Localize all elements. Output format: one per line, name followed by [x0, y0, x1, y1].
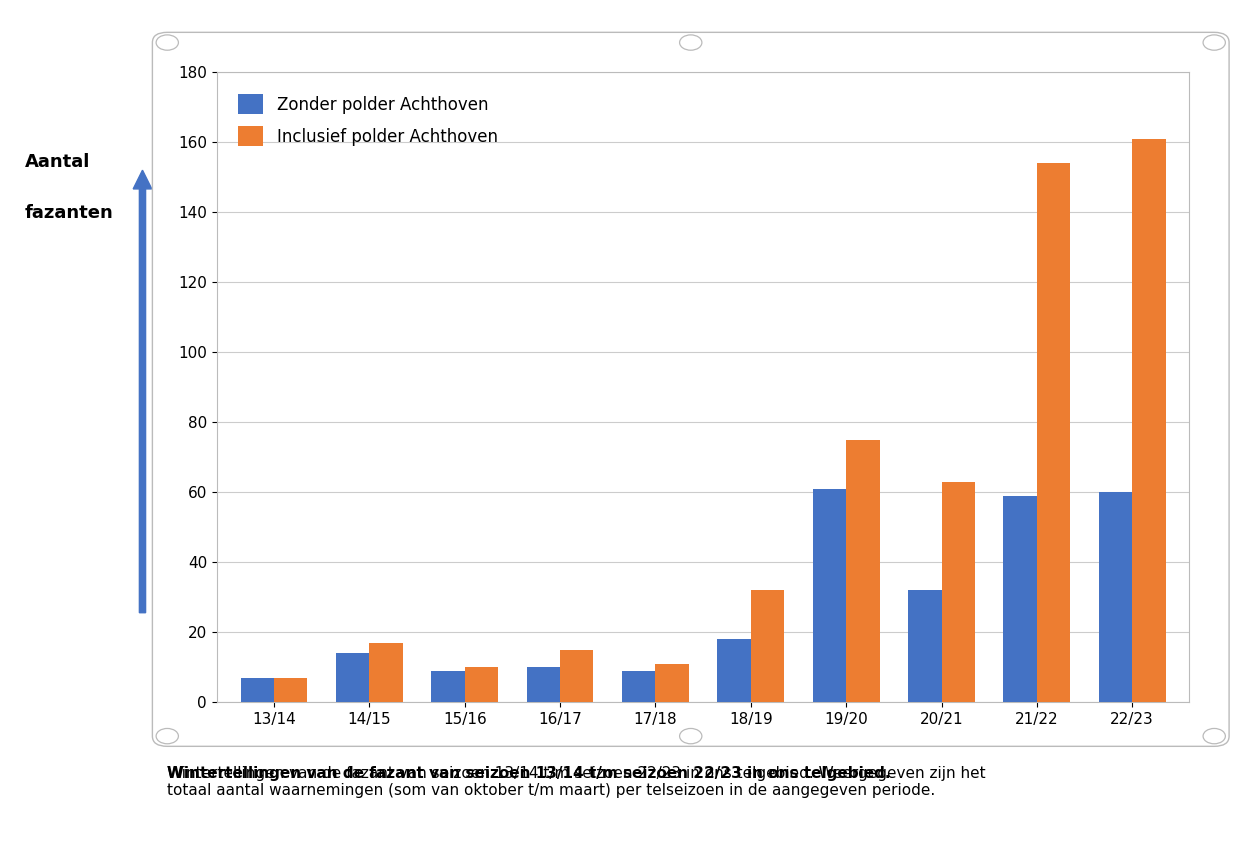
Bar — [751, 590, 784, 702]
Bar — [274, 677, 307, 702]
Bar — [1004, 495, 1037, 702]
Bar — [655, 664, 689, 702]
Legend: Zonder polder Achthoven, Inclusief polder Achthoven: Zonder polder Achthoven, Inclusief polde… — [225, 81, 512, 160]
Bar — [240, 677, 274, 702]
Bar — [846, 440, 880, 702]
Bar — [622, 671, 655, 702]
Bar — [1132, 139, 1166, 702]
Text: fazanten: fazanten — [25, 204, 114, 222]
Text: Wintertellingen van de fazant van seizoen 13/14 t/m seizoen 22/23 in ons telgebi: Wintertellingen van de fazant van seizoe… — [167, 766, 891, 781]
Bar — [336, 653, 369, 702]
Text: Wintertellingen van de fazant van seizoen 13/14 t/m seizoen 22/23 in ons telgebi: Wintertellingen van de fazant van seizoe… — [167, 766, 986, 798]
Bar — [1037, 163, 1070, 702]
Bar — [527, 667, 560, 702]
Bar — [908, 590, 942, 702]
Bar — [717, 639, 751, 702]
Bar — [369, 643, 403, 702]
Text: Aantal: Aantal — [25, 153, 90, 171]
Bar — [560, 649, 593, 702]
Bar — [1099, 492, 1132, 702]
Bar — [813, 488, 846, 702]
Bar — [431, 671, 465, 702]
Bar — [942, 482, 975, 702]
Bar — [465, 667, 498, 702]
